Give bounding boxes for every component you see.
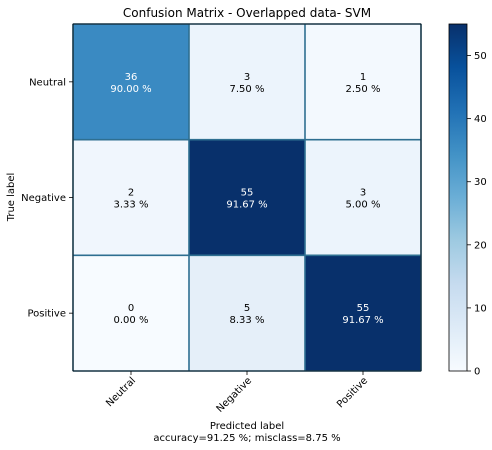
cell-percent-label: 3.33 % bbox=[114, 200, 149, 211]
cell-percent-label: 0.00 % bbox=[114, 315, 149, 326]
cell-count-label: 55 bbox=[357, 303, 370, 314]
matrix-cell bbox=[73, 139, 189, 256]
matrix-cell bbox=[305, 24, 421, 140]
x-tick-label: Positive bbox=[335, 375, 370, 410]
colorbar-ticks: 0 10 20 30 40 50 bbox=[467, 51, 487, 378]
y-tick-label: Negative bbox=[21, 193, 66, 204]
x-tick-label: Neutral bbox=[104, 375, 138, 409]
x-tick-label: Negative bbox=[215, 375, 255, 415]
cell-percent-label: 5.00 % bbox=[346, 200, 381, 211]
matrix-cell bbox=[189, 139, 305, 256]
cell-count-label: 5 bbox=[244, 303, 250, 314]
cell-count-label: 36 bbox=[125, 72, 138, 83]
matrix-cell bbox=[305, 255, 421, 371]
cell-percent-label: 8.33 % bbox=[230, 315, 265, 326]
colorbar-tick-label: 40 bbox=[474, 114, 487, 125]
x-axis-label: Predicted label bbox=[210, 421, 284, 432]
y-tick-label: Neutral bbox=[29, 77, 66, 88]
matrix-cell bbox=[189, 255, 305, 371]
colorbar-tick-label: 0 bbox=[474, 367, 480, 378]
colorbar-tick-label: 30 bbox=[474, 177, 487, 188]
cell-count-label: 1 bbox=[360, 72, 366, 83]
colorbar-tick-label: 10 bbox=[474, 303, 487, 314]
matrix-cell bbox=[189, 24, 305, 140]
cell-percent-label: 2.50 % bbox=[346, 84, 381, 95]
cell-count-label: 0 bbox=[128, 303, 134, 314]
colorbar-tick-label: 50 bbox=[474, 51, 487, 62]
accuracy-summary: accuracy=91.25 %; misclass=8.75 % bbox=[153, 433, 340, 444]
cell-count-label: 3 bbox=[244, 72, 250, 83]
matrix-cell bbox=[73, 255, 189, 371]
colorbar bbox=[448, 23, 468, 372]
cell-percent-label: 90.00 % bbox=[110, 84, 151, 95]
matrix-cell bbox=[305, 139, 421, 256]
x-axis-ticks: Neutral Negative Positive bbox=[104, 371, 370, 415]
matrix-cells bbox=[73, 24, 421, 371]
cell-percent-label: 7.50 % bbox=[230, 84, 265, 95]
cell-count-label: 55 bbox=[241, 188, 254, 199]
cell-percent-label: 91.67 % bbox=[226, 200, 267, 211]
cell-count-label: 3 bbox=[360, 188, 366, 199]
cell-count-label: 2 bbox=[128, 188, 134, 199]
colorbar-tick-label: 20 bbox=[474, 240, 487, 251]
matrix-cell bbox=[73, 24, 189, 140]
cell-percent-label: 91.67 % bbox=[342, 315, 383, 326]
y-tick-label: Positive bbox=[27, 309, 66, 320]
y-axis-ticks: Neutral Negative Positive bbox=[21, 77, 73, 320]
chart-title: Confusion Matrix - Overlapped data- SVM bbox=[123, 6, 371, 20]
y-axis-label: True label bbox=[6, 173, 17, 223]
